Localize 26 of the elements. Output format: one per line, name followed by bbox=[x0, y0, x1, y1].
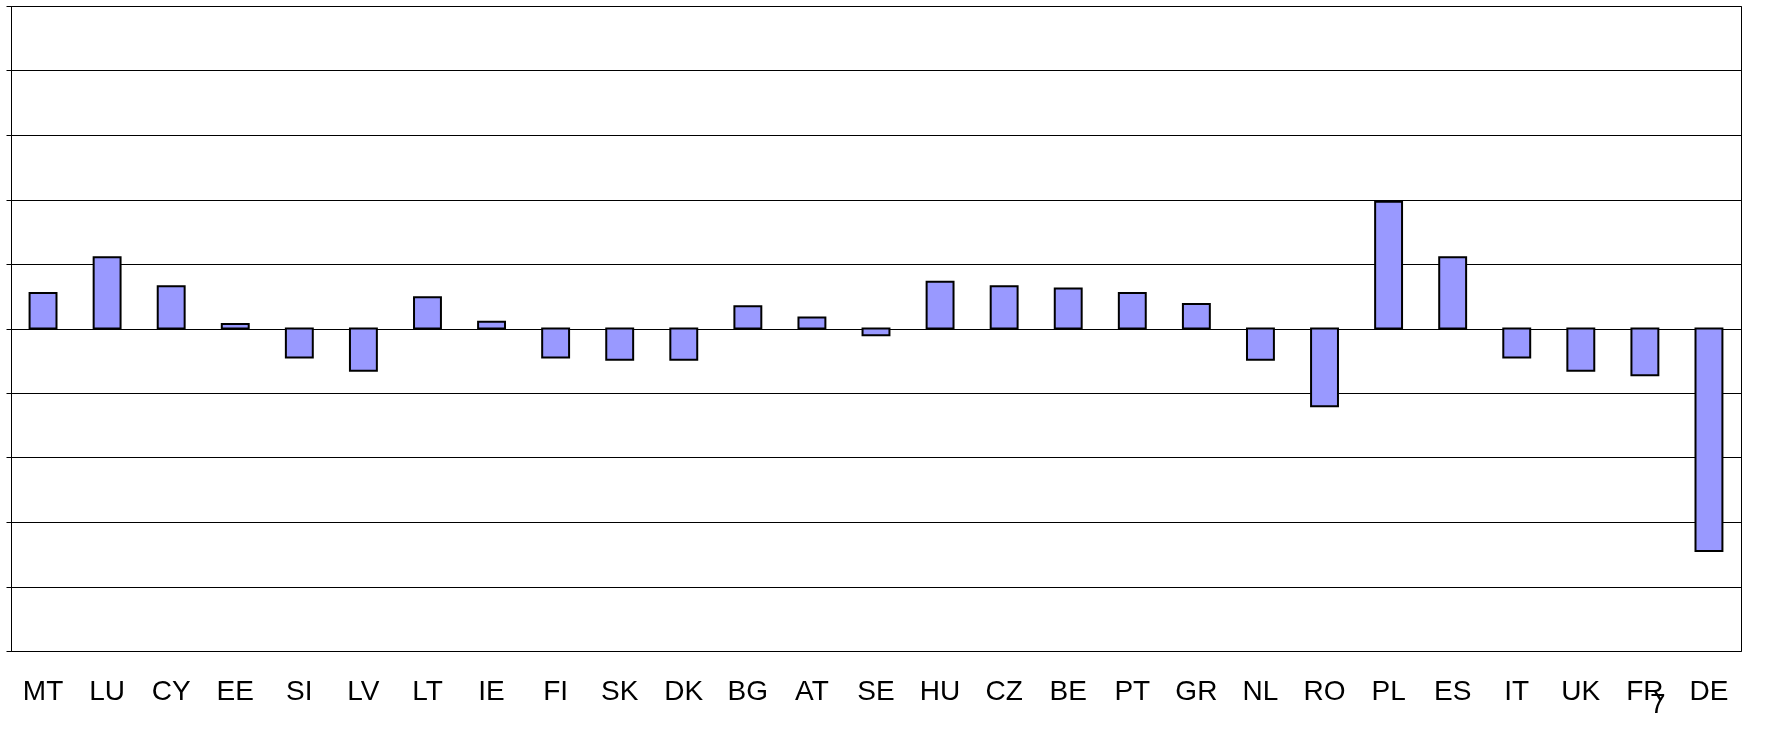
x-tick-label: CY bbox=[151, 674, 191, 706]
x-tick-label: HU bbox=[919, 674, 961, 706]
x-tick-label: BE bbox=[1049, 674, 1087, 706]
x-tick-label: NL bbox=[1242, 674, 1279, 706]
x-tick-label: IT bbox=[1504, 674, 1530, 706]
x-tick-label: LT bbox=[412, 674, 443, 706]
x-tick-label: GR bbox=[1175, 674, 1218, 706]
x-tick-label: DK bbox=[664, 674, 704, 706]
x-tick-label: SI bbox=[286, 674, 313, 706]
x-tick-label: BG bbox=[727, 674, 769, 706]
x-tick-label: SE bbox=[857, 674, 895, 706]
x-tick-label: DE bbox=[1689, 674, 1729, 706]
x-tick-label: AT bbox=[795, 674, 829, 706]
x-tick-label: EE bbox=[216, 674, 254, 706]
x-tick-label: ES bbox=[1433, 674, 1472, 706]
x-tick-label: RO bbox=[1303, 674, 1346, 706]
x-tick-label: PT bbox=[1114, 674, 1151, 706]
x-tick-label: IE bbox=[478, 674, 505, 706]
x-tick-label: UK bbox=[1561, 674, 1601, 706]
x-tick-label: LV bbox=[347, 674, 380, 706]
x-tick-label: LU bbox=[89, 674, 126, 706]
x-tick-label: FI bbox=[543, 674, 569, 706]
x-tick-label: PL bbox=[1371, 674, 1406, 706]
x-tick-label: CZ bbox=[985, 674, 1023, 706]
x-tick-label: SK bbox=[601, 674, 639, 706]
x-tick-label: MT bbox=[22, 674, 64, 706]
